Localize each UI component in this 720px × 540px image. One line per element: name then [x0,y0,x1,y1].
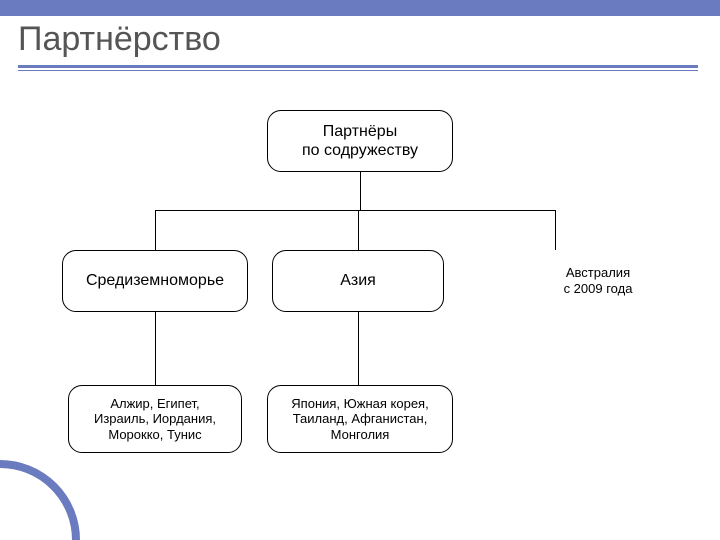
node-mediterranean: Средиземноморье [62,250,248,312]
corner-arc-icon [0,460,80,540]
node-australia: Австралияс 2009 года [528,250,668,312]
connector-top-bar [155,210,555,211]
node-root: Партнёрыпо содружеству [267,110,453,172]
node-asia: Азия [272,250,444,312]
connector-asia-detail [358,312,359,385]
node-root-label: Партнёрыпо содружеству [302,122,418,160]
connector-to-med [155,210,156,250]
connector-root-down [360,172,361,210]
title-underline-thin [18,70,698,71]
connector-med-detail [155,312,156,385]
title-area: Партнёрство [18,20,698,71]
connector-to-aus [555,210,556,250]
slide: Партнёрство Партнёрыпо содружеству Среди… [0,0,720,540]
node-aus-label: Австралияс 2009 года [564,265,633,296]
node-med-label: Средиземноморье [86,271,224,290]
header-band [0,0,720,16]
node-med-detail: Алжир, Египет,Израиль, Иордания,Морокко,… [68,385,242,453]
slide-title: Партнёрство [18,20,698,59]
title-underline-thick [18,65,698,68]
connector-to-asia [358,210,359,250]
node-med-detail-label: Алжир, Египет,Израиль, Иордания,Морокко,… [94,396,216,443]
node-asia-detail-label: Япония, Южная корея,Таиланд, Афганистан,… [291,396,428,443]
node-asia-label: Азия [340,271,376,290]
node-asia-detail: Япония, Южная корея,Таиланд, Афганистан,… [267,385,453,453]
